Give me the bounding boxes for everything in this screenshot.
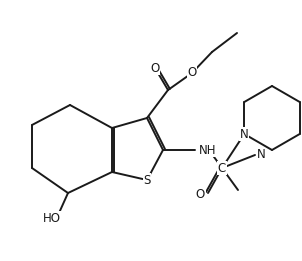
Text: HO: HO: [43, 211, 61, 224]
Text: O: O: [150, 62, 160, 74]
Text: C: C: [218, 162, 226, 175]
Text: O: O: [187, 67, 197, 80]
Text: N: N: [240, 128, 249, 140]
Text: N: N: [257, 149, 266, 162]
Text: O: O: [196, 188, 205, 201]
Text: NH: NH: [199, 144, 217, 157]
Text: S: S: [143, 174, 151, 187]
